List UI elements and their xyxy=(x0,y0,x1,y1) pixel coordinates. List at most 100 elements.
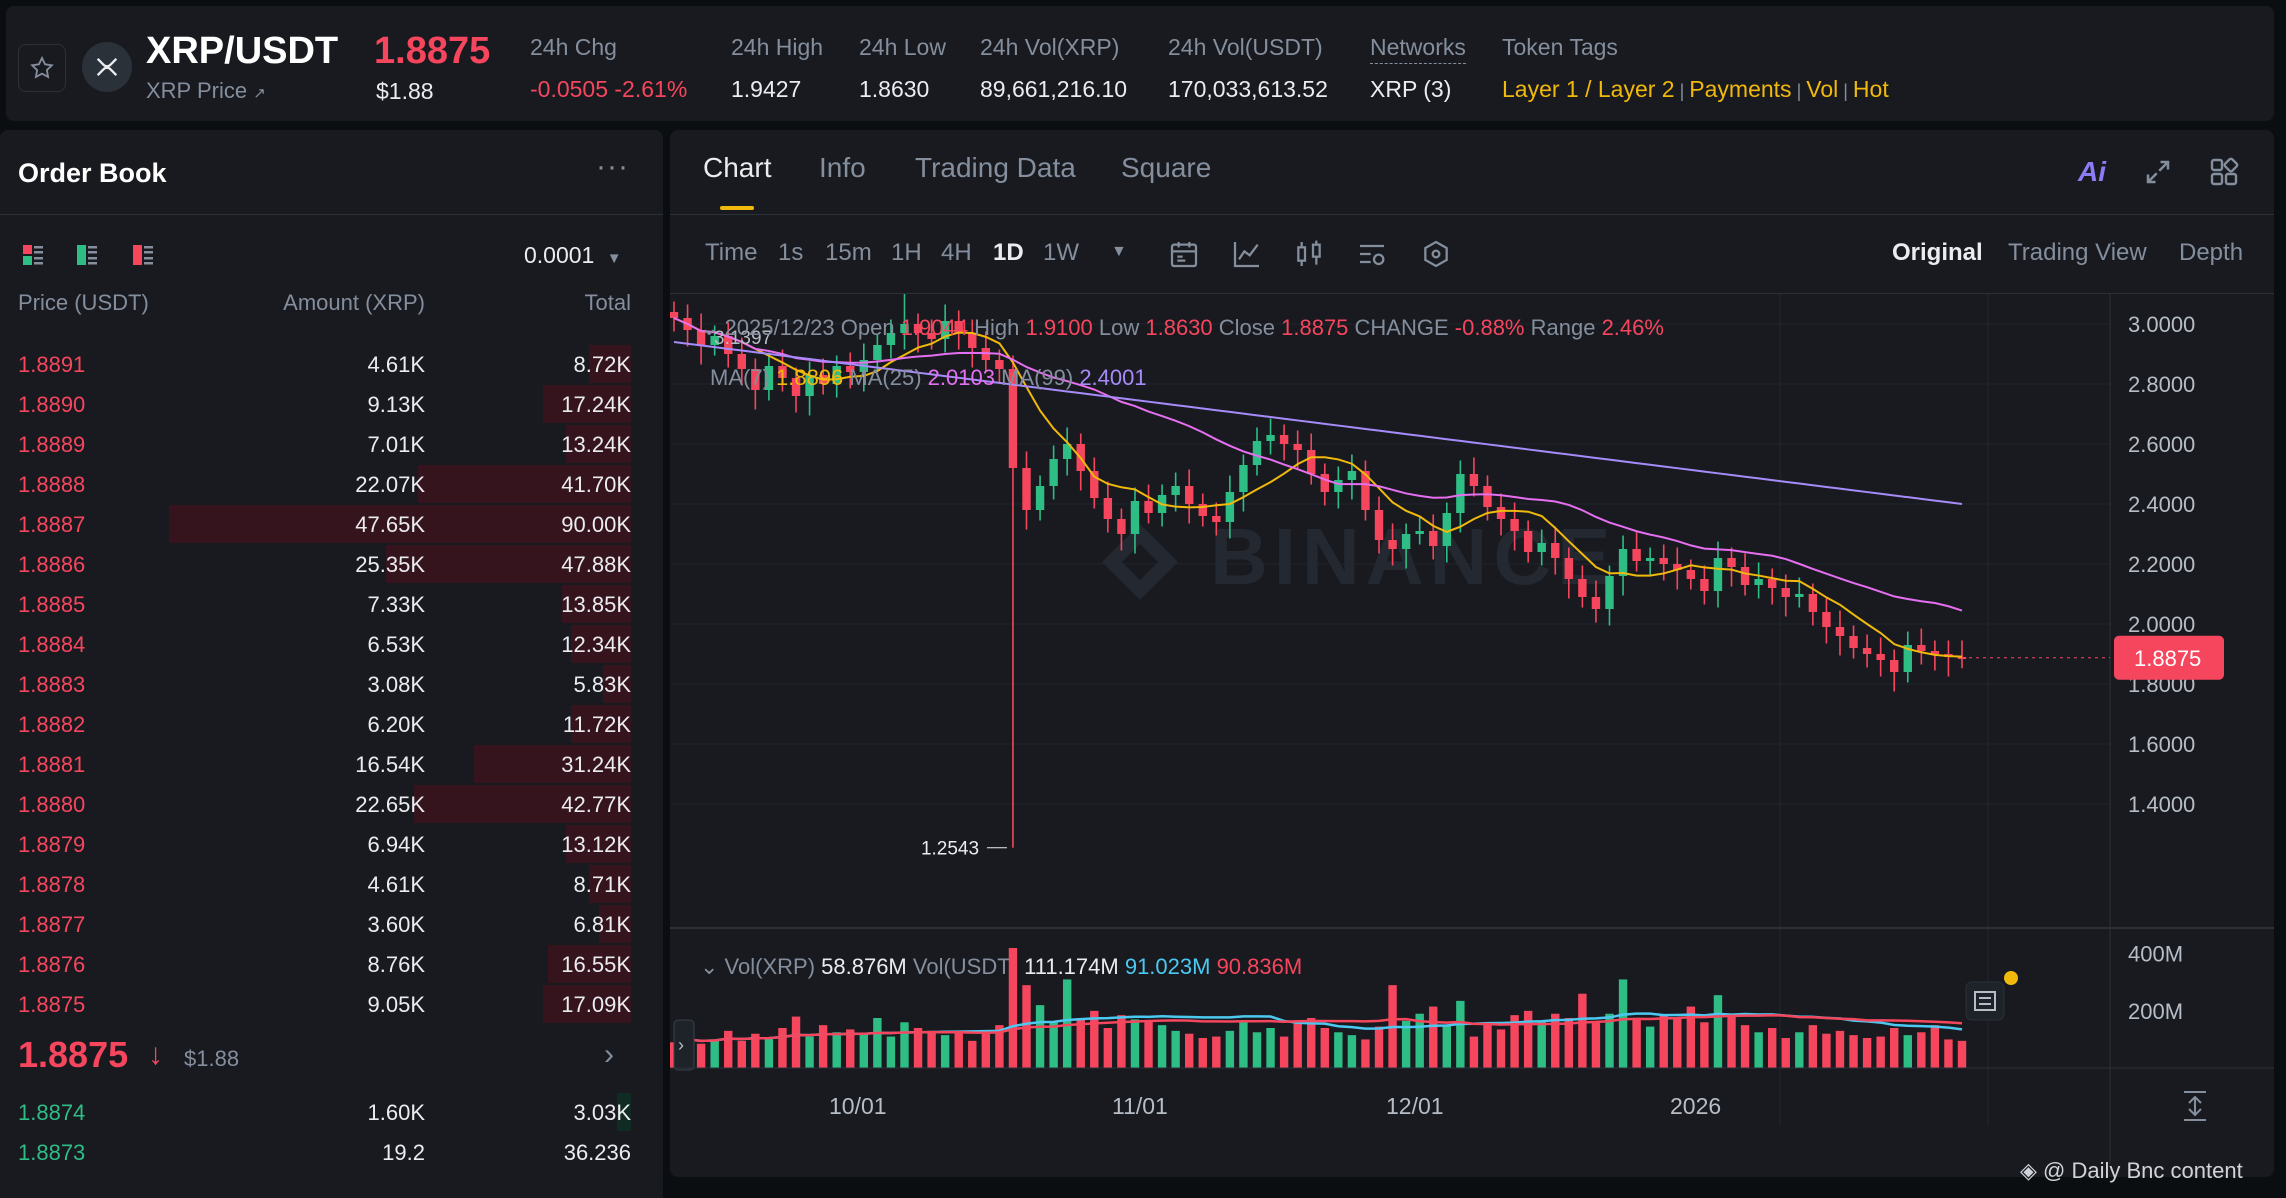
view-asks-button[interactable] xyxy=(132,244,154,271)
mid-price: 1.8875 xyxy=(18,1034,129,1075)
volume-bar xyxy=(1144,1020,1153,1068)
tab-square[interactable]: Square xyxy=(1121,152,1212,183)
timeframe-time[interactable]: Time xyxy=(705,239,758,266)
ask-row[interactable]: 1.8875 9.05K 17.09K xyxy=(0,984,663,1024)
candle xyxy=(1320,474,1329,492)
ohlc-legend-part: Open xyxy=(841,315,901,340)
tag-hot[interactable]: Hot xyxy=(1852,76,1889,102)
candle xyxy=(1456,474,1465,513)
ask-total: 11.72K xyxy=(562,712,631,737)
ask-row[interactable]: 1.8882 6.20K 11.72K xyxy=(0,704,663,744)
volume-bar xyxy=(1510,1015,1519,1068)
date-range-button[interactable] xyxy=(1168,238,1200,275)
candle xyxy=(1659,558,1668,564)
candle xyxy=(778,366,787,378)
ask-row[interactable]: 1.8890 9.13K 17.24K xyxy=(0,384,663,424)
timeframe-1h[interactable]: 1H xyxy=(891,239,922,266)
volume-bar xyxy=(1456,1000,1465,1068)
chart-tools-button[interactable] xyxy=(1420,238,1452,275)
candle xyxy=(1130,501,1140,534)
ask-row[interactable]: 1.8876 8.76K 16.55K xyxy=(0,944,663,984)
ask-depth-bar xyxy=(418,465,631,503)
last-price-tag xyxy=(2114,635,2224,680)
bid-row[interactable]: 1.8873 19.2 36.236 xyxy=(0,1132,663,1172)
ask-price: 1.8880 xyxy=(18,792,86,817)
candle xyxy=(1551,543,1560,558)
ask-row[interactable]: 1.8888 22.07K 41.70K xyxy=(0,464,663,504)
ask-row[interactable]: 1.8887 47.65K 90.00K xyxy=(0,504,663,544)
volume-bar xyxy=(710,1039,719,1068)
tab-chart[interactable]: Chart xyxy=(703,152,772,183)
ask-depth-bar xyxy=(169,505,631,543)
mid-price-row[interactable]: 1.8875 ↓ $1.88 › xyxy=(0,1028,663,1084)
timeframe-15m[interactable]: 15m xyxy=(825,239,872,266)
candle xyxy=(1144,501,1153,513)
indicators-button[interactable] xyxy=(1231,238,1263,275)
tab-info[interactable]: Info xyxy=(819,152,866,183)
bid-row[interactable]: 1.8874 1.60K 3.03K xyxy=(0,1092,663,1132)
ask-row[interactable]: 1.8889 7.01K 13.24K xyxy=(0,424,663,464)
ask-row[interactable]: 1.8881 16.54K 31.24K xyxy=(0,744,663,784)
timeframe-1w[interactable]: 1W xyxy=(1043,239,1079,266)
tag-layer[interactable]: Layer 1 / Layer 2 xyxy=(1502,76,1675,102)
candle xyxy=(968,333,977,348)
ask-row[interactable]: 1.8880 22.65K 42.77K xyxy=(0,784,663,824)
tag-payments[interactable]: Payments xyxy=(1689,76,1792,102)
ask-row[interactable]: 1.8884 6.53K 12.34K xyxy=(0,624,663,664)
favorite-star-button[interactable] xyxy=(18,44,66,92)
high-marker-label: 3.1397 xyxy=(714,328,772,349)
timeframe-1d[interactable]: 1D xyxy=(993,239,1024,266)
ohlc-legend-part: 1.8630 xyxy=(1145,315,1218,340)
ask-price: 1.8877 xyxy=(18,912,86,937)
timeframe-more-button[interactable]: ▼ xyxy=(1111,243,1127,261)
candle xyxy=(1849,636,1858,648)
ask-row[interactable]: 1.8891 4.61K 8.72K xyxy=(0,344,663,384)
view-trading-view[interactable]: Trading View xyxy=(2008,239,2147,266)
ask-row[interactable]: 1.8883 3.08K 5.83K xyxy=(0,664,663,704)
volume-bar xyxy=(1293,1020,1302,1068)
ask-price: 1.8879 xyxy=(18,832,86,857)
ask-row[interactable]: 1.8877 3.60K 6.81K xyxy=(0,904,663,944)
volume-bar xyxy=(791,1016,801,1068)
timeframe-1s[interactable]: 1s xyxy=(778,239,804,266)
ask-row[interactable]: 1.8885 7.33K 13.85K xyxy=(0,584,663,624)
networks-label[interactable]: Networks xyxy=(1370,34,1466,64)
view-bids-button[interactable] xyxy=(76,244,98,271)
caret-down-icon: ▼ xyxy=(606,250,622,267)
view-both-button[interactable] xyxy=(22,244,44,271)
volume-bar xyxy=(1049,1022,1058,1068)
layout-button[interactable] xyxy=(2204,152,2244,192)
tab-trading-data[interactable]: Trading Data xyxy=(915,152,1076,183)
view-depth[interactable]: Depth xyxy=(2179,239,2244,266)
ask-price: 1.8884 xyxy=(18,632,86,657)
more-options-button[interactable]: ··· xyxy=(596,150,629,184)
hexagon-icon xyxy=(1424,240,1448,268)
volume-bar xyxy=(940,1035,950,1068)
tag-vol[interactable]: Vol xyxy=(1806,76,1839,102)
chart-settings-button[interactable] xyxy=(1356,238,1388,275)
precision-select[interactable]: 0.0001 ▼ xyxy=(524,242,622,269)
view-original[interactable]: Original xyxy=(1892,239,1983,266)
xrp-price-link[interactable]: XRP Price ↗ xyxy=(146,78,266,104)
volume-bar xyxy=(913,1028,923,1068)
ask-amount: 6.20K xyxy=(367,712,426,737)
volume-bar xyxy=(1835,1030,1845,1068)
ai-button[interactable]: Ai xyxy=(2078,156,2106,187)
volume-bar xyxy=(995,1025,1004,1068)
ask-price: 1.8890 xyxy=(18,392,86,417)
ask-row[interactable]: 1.8878 4.61K 8.71K xyxy=(0,864,663,904)
ask-amount: 4.61K xyxy=(367,872,426,897)
candle xyxy=(1401,534,1411,549)
chart-type-button[interactable] xyxy=(1293,238,1325,275)
ask-depth-bar xyxy=(589,865,631,903)
timeframe-4h[interactable]: 4H xyxy=(941,239,972,266)
fullscreen-button[interactable] xyxy=(2138,152,2178,192)
ask-row[interactable]: 1.8879 6.94K 13.12K xyxy=(0,824,663,864)
ask-row[interactable]: 1.8886 25.35K 47.88K xyxy=(0,544,663,584)
ask-total: 12.34K xyxy=(561,632,631,657)
price-chart[interactable]: 3.00002.80002.60002.40002.20002.00001.80… xyxy=(670,294,2274,1164)
candle xyxy=(1835,627,1845,636)
ask-total: 13.24K xyxy=(561,432,631,457)
volume-bar xyxy=(1957,1040,1967,1068)
xrp-logo xyxy=(82,42,132,92)
